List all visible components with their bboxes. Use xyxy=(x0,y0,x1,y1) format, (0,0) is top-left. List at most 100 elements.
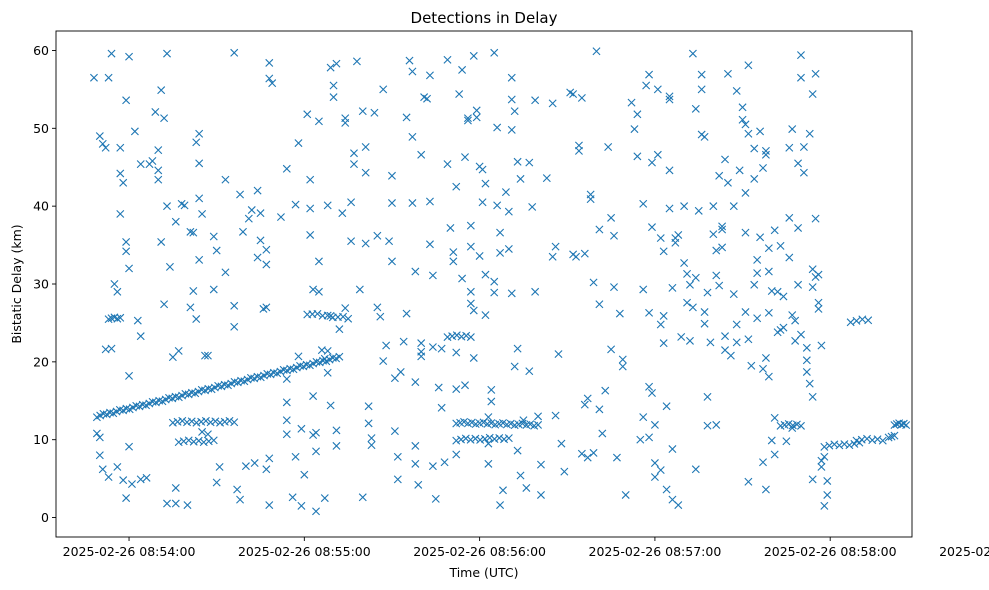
detection-marker xyxy=(794,223,803,232)
detection-marker xyxy=(320,494,329,503)
detection-marker xyxy=(785,253,794,262)
detection-marker xyxy=(458,274,467,283)
detection-marker xyxy=(364,402,373,411)
detection-marker xyxy=(542,174,551,183)
detection-marker xyxy=(697,70,706,79)
detection-marker xyxy=(122,247,131,256)
detection-marker xyxy=(312,428,321,437)
detection-marker xyxy=(119,476,128,485)
track-detection-marker xyxy=(178,416,187,425)
track-detection-marker xyxy=(344,314,353,323)
detection-marker xyxy=(110,280,119,288)
detection-marker xyxy=(753,269,762,278)
track-detection-marker xyxy=(302,360,311,369)
detection-marker xyxy=(785,213,794,222)
x-tick-label: 2025-02-26 08:56:00 xyxy=(413,544,546,559)
detection-marker xyxy=(788,424,797,433)
detection-marker xyxy=(247,206,256,215)
track-detection-marker xyxy=(206,418,215,427)
detection-marker xyxy=(759,164,767,172)
detection-marker xyxy=(309,392,318,401)
track-detection-marker xyxy=(820,442,829,451)
track-detection-marker xyxy=(471,434,480,443)
detection-marker xyxy=(361,168,370,177)
detection-marker xyxy=(306,204,315,213)
detection-marker xyxy=(396,367,405,376)
detection-marker xyxy=(154,166,163,175)
detection-marker xyxy=(589,448,598,457)
detection-marker xyxy=(174,346,183,355)
detection-marker xyxy=(423,94,432,103)
detection-marker xyxy=(490,277,499,286)
detection-marker xyxy=(113,287,122,296)
detection-marker xyxy=(180,201,189,210)
detection-marker xyxy=(303,110,312,119)
detection-marker xyxy=(428,462,437,471)
detection-marker xyxy=(163,49,172,58)
detection-marker xyxy=(794,280,803,289)
track-detection-marker xyxy=(863,434,871,443)
detection-marker xyxy=(127,480,136,489)
detection-marker xyxy=(183,501,192,510)
detection-marker xyxy=(89,73,98,82)
detection-marker xyxy=(782,437,791,446)
detection-marker xyxy=(306,230,315,239)
detection-marker xyxy=(583,394,592,403)
detection-marker xyxy=(265,501,274,510)
detection-marker xyxy=(107,344,116,353)
detection-marker xyxy=(238,227,247,236)
detection-marker xyxy=(592,47,601,56)
detection-marker xyxy=(390,427,399,436)
track-detection-marker xyxy=(312,357,321,366)
detection-marker xyxy=(525,367,534,376)
detection-marker xyxy=(761,485,770,494)
detection-marker xyxy=(361,143,370,151)
detection-marker xyxy=(770,226,779,235)
detection-marker xyxy=(347,237,356,246)
detection-marker xyxy=(236,190,245,199)
detection-marker xyxy=(323,368,332,377)
detection-marker xyxy=(192,315,201,324)
detection-marker xyxy=(209,285,218,294)
track-detection-marker xyxy=(887,432,896,441)
detection-marker xyxy=(434,383,443,392)
x-tick-label: 2025-02-26 08:57:00 xyxy=(589,544,722,559)
track-detection-marker xyxy=(313,309,322,318)
detection-marker xyxy=(802,356,811,365)
detection-marker xyxy=(463,116,472,125)
detection-marker xyxy=(171,217,180,226)
detection-marker xyxy=(776,241,785,250)
detection-marker xyxy=(119,178,128,187)
track-detection-marker xyxy=(184,436,193,445)
detection-marker xyxy=(443,160,452,169)
track-detection-marker xyxy=(148,397,157,406)
detection-marker xyxy=(428,343,437,352)
detection-marker xyxy=(490,288,499,297)
detection-marker xyxy=(700,132,709,141)
detection-marker xyxy=(276,213,285,222)
detection-marker xyxy=(411,267,420,276)
track-detection-marker xyxy=(466,435,475,444)
detection-marker xyxy=(168,353,177,362)
detection-marker xyxy=(425,71,434,80)
detection-marker xyxy=(735,166,744,175)
detection-marker xyxy=(583,453,592,462)
track-detection-marker xyxy=(504,434,513,443)
track-detection-marker xyxy=(116,313,125,322)
track-detection-marker xyxy=(187,417,196,426)
detection-marker xyxy=(814,298,823,307)
detection-marker xyxy=(455,90,464,99)
detection-marker xyxy=(437,344,446,353)
detection-marker xyxy=(475,251,484,260)
detection-marker xyxy=(390,374,399,383)
detection-marker xyxy=(163,499,172,508)
detection-marker xyxy=(338,209,347,218)
detection-marker xyxy=(618,362,627,371)
detection-marker xyxy=(481,311,490,320)
detection-marker xyxy=(148,157,157,165)
detection-marker xyxy=(513,446,522,455)
x-tick-label: 2025-02-26 08:55:00 xyxy=(238,544,371,559)
track-detection-marker xyxy=(122,404,131,413)
detection-marker xyxy=(513,157,522,166)
detection-marker xyxy=(411,459,420,468)
